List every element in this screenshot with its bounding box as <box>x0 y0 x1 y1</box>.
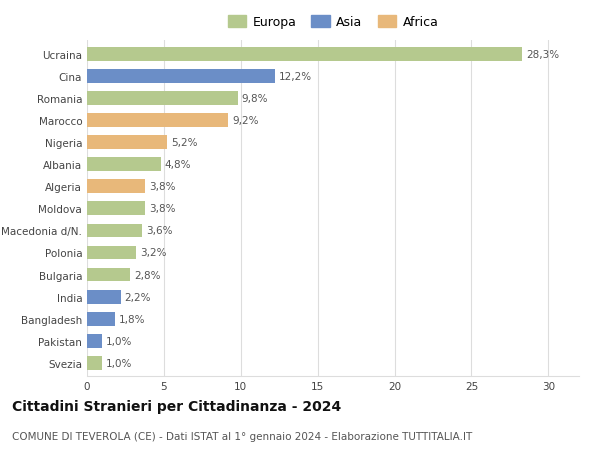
Text: 9,2%: 9,2% <box>232 116 259 126</box>
Bar <box>87 48 522 62</box>
Bar <box>87 136 167 150</box>
Bar <box>87 268 130 282</box>
Text: 3,6%: 3,6% <box>146 226 173 236</box>
Bar <box>87 246 136 260</box>
Bar <box>87 334 103 348</box>
Text: 3,2%: 3,2% <box>140 248 167 258</box>
Bar <box>87 70 275 84</box>
Bar <box>87 202 145 216</box>
Text: 12,2%: 12,2% <box>278 72 311 82</box>
Text: 3,8%: 3,8% <box>149 182 176 192</box>
Bar <box>87 224 142 238</box>
Text: 1,8%: 1,8% <box>119 314 145 324</box>
Bar <box>87 312 115 326</box>
Text: COMUNE DI TEVEROLA (CE) - Dati ISTAT al 1° gennaio 2024 - Elaborazione TUTTITALI: COMUNE DI TEVEROLA (CE) - Dati ISTAT al … <box>12 431 472 442</box>
Text: 2,8%: 2,8% <box>134 270 160 280</box>
Text: 2,2%: 2,2% <box>125 292 151 302</box>
Text: 9,8%: 9,8% <box>242 94 268 104</box>
Text: 1,0%: 1,0% <box>106 358 133 368</box>
Text: 1,0%: 1,0% <box>106 336 133 346</box>
Text: 3,8%: 3,8% <box>149 204 176 214</box>
Bar <box>87 158 161 172</box>
Text: 5,2%: 5,2% <box>171 138 197 148</box>
Bar <box>87 356 103 370</box>
Bar <box>87 92 238 106</box>
Text: 4,8%: 4,8% <box>164 160 191 170</box>
Legend: Europa, Asia, Africa: Europa, Asia, Africa <box>225 14 441 32</box>
Bar <box>87 114 229 128</box>
Bar <box>87 180 145 194</box>
Text: 28,3%: 28,3% <box>526 50 559 60</box>
Bar <box>87 290 121 304</box>
Text: Cittadini Stranieri per Cittadinanza - 2024: Cittadini Stranieri per Cittadinanza - 2… <box>12 399 341 413</box>
